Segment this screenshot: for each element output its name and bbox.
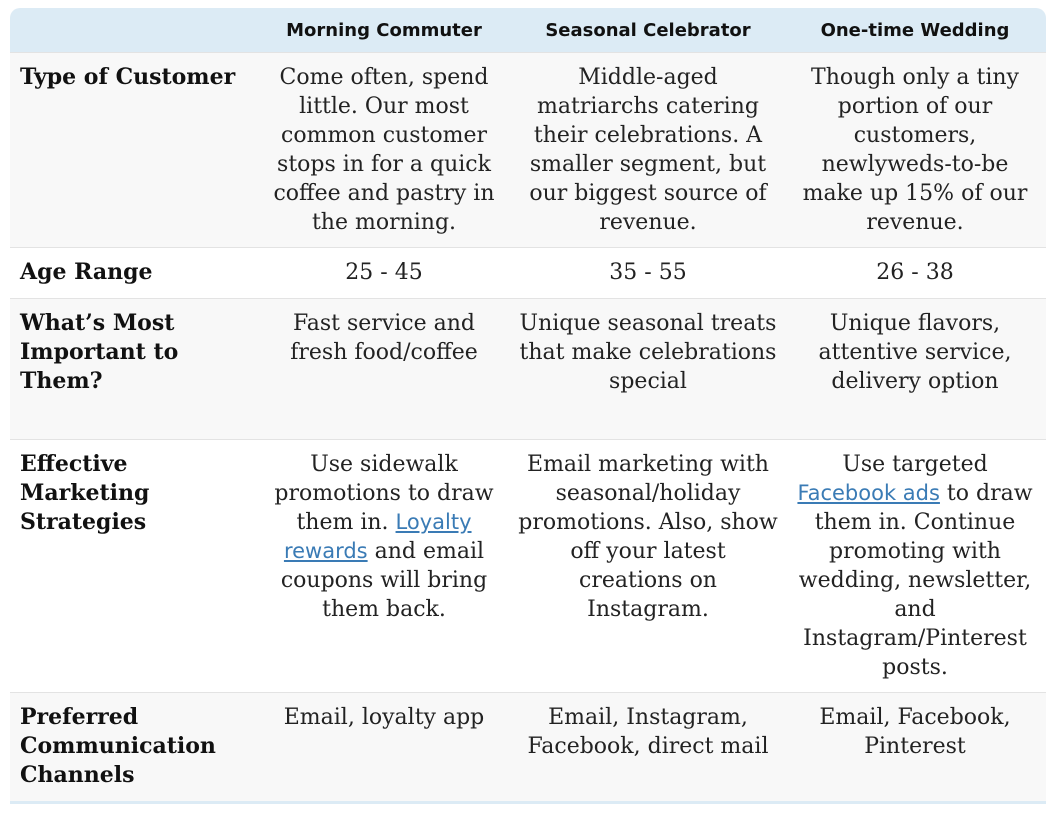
row-label: Effective Marketing Strategies: [10, 439, 256, 693]
table-cell: Middle-aged matriarchs catering their ce…: [512, 52, 784, 248]
header-one-time-wedding: One-time Wedding: [820, 19, 1010, 41]
table-row-type-of-customer: Type of Customer Come often, spend littl…: [10, 52, 1046, 248]
table-row-communication-channels: Preferred Communication Channels Email, …: [10, 692, 1046, 804]
table-cell: Unique seasonal treats that make celebra…: [512, 298, 784, 440]
row-label: What’s Most Important to Them?: [10, 298, 256, 440]
header-morning-commuter: Morning Commuter: [286, 19, 482, 41]
table-cell: Email, Facebook, Pinterest: [784, 692, 1046, 804]
table-cell: 26 - 38: [784, 247, 1046, 299]
table-cell: Email, Instagram, Facebook, direct mail: [512, 692, 784, 804]
table-row-age-range: Age Range 25 - 45 35 - 55 26 - 38: [10, 247, 1046, 299]
table-cell: Use targeted Facebook ads to draw them i…: [784, 439, 1046, 693]
table-row-most-important: What’s Most Important to Them? Fast serv…: [10, 298, 1046, 440]
cell-text-after: to draw them in. Continue promoting with…: [798, 481, 1033, 680]
table-cell: Though only a tiny portion of our custom…: [784, 52, 1046, 248]
table-cell: Unique flavors, attentive service, deliv…: [784, 298, 1046, 440]
row-label: Preferred Communication Channels: [10, 692, 256, 804]
table-row-marketing-strategies: Effective Marketing Strategies Use sidew…: [10, 439, 1046, 693]
table-cell: Fast service and fresh food/coffee: [256, 298, 512, 440]
customer-persona-table: Morning Commuter Seasonal Celebrator One…: [10, 8, 1046, 804]
loyalty-rewards-link[interactable]: Loyalty rewards: [283, 510, 472, 563]
facebook-ads-link[interactable]: Facebook ads: [797, 481, 940, 505]
table-cell: 25 - 45: [256, 247, 512, 299]
table-cell: 35 - 55: [512, 247, 784, 299]
header-cell-empty: [10, 8, 256, 53]
row-label: Age Range: [10, 247, 256, 299]
table-cell: Use sidewalk promotions to draw them in.…: [256, 439, 512, 693]
row-label: Type of Customer: [10, 52, 256, 248]
cell-text-before: Use targeted: [842, 452, 988, 477]
table-cell: Email, loyalty app: [256, 692, 512, 804]
table-header-row: Morning Commuter Seasonal Celebrator One…: [10, 8, 1046, 53]
table-cell: Email marketing with seasonal/holiday pr…: [512, 439, 784, 693]
cell-text-after: and email coupons will bring them back.: [280, 539, 488, 622]
cell-text-before: Use sidewalk promotions to draw them in.: [274, 452, 494, 535]
table-cell: Come often, spend little. Our most commo…: [256, 52, 512, 248]
customer-persona-table-container: Morning Commuter Seasonal Celebrator One…: [10, 8, 1046, 804]
header-seasonal-celebrator: Seasonal Celebrator: [545, 19, 751, 41]
